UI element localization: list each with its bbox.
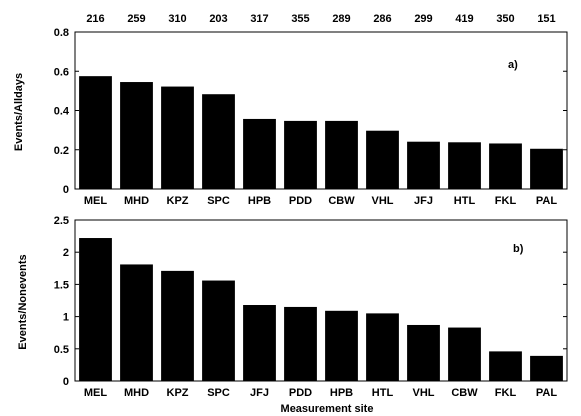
x-tick-label: FKL: [495, 195, 517, 207]
y-tick-label: 1.5: [54, 279, 69, 291]
top-count-label: 259: [127, 13, 145, 25]
top-count-label: 216: [86, 13, 104, 25]
y-tick-label: 0.4: [54, 106, 70, 118]
bar-jfj: [243, 305, 276, 381]
x-tick-label: MHD: [124, 195, 149, 207]
panel-label: a): [508, 59, 518, 71]
y-tick-label: 2: [63, 247, 69, 259]
bar-spc: [202, 280, 235, 381]
bar-kpz: [161, 86, 194, 189]
bar-htl: [366, 313, 399, 381]
x-tick-label: KPZ: [167, 195, 189, 207]
x-tick-label: PAL: [536, 387, 557, 399]
x-tick-label: CBW: [328, 195, 355, 207]
panel-label: b): [513, 243, 524, 255]
bar-mel: [79, 238, 112, 381]
top-count-label: 350: [496, 13, 514, 25]
x-tick-label: JFJ: [414, 195, 433, 207]
bar-htl: [448, 142, 481, 189]
bar-pal: [530, 148, 563, 189]
bar-hpb: [243, 118, 276, 189]
y-axis-title-b: Events/Nonevents: [17, 254, 29, 349]
bar-hpb: [325, 310, 358, 381]
bar-spc: [202, 94, 235, 189]
panel-b: 0 0.5 1 1.5 2 2.5 MEL MHD KPZ SPC JFJ PDD HPB HTL VHL C…: [54, 215, 568, 399]
x-tick-label: MEL: [84, 387, 108, 399]
y-axis-title-a: Events/Alldays: [13, 73, 25, 151]
bar-pal: [530, 355, 563, 381]
x-tick-label: PDD: [289, 195, 312, 207]
top-count-label: 289: [332, 13, 350, 25]
top-count-label: 419: [455, 13, 473, 25]
top-count-label: 286: [373, 13, 391, 25]
x-tick-label: MHD: [124, 387, 149, 399]
y-tick-label: 0.2: [54, 145, 69, 157]
top-count-label: 317: [250, 13, 268, 25]
y-tick-label: 0.8: [54, 27, 69, 39]
x-tick-label: FKL: [495, 387, 517, 399]
bar-pdd: [284, 120, 317, 189]
x-tick-label: VHL: [413, 387, 435, 399]
x-tick-label: HTL: [372, 387, 394, 399]
y-tick-label: 0: [63, 376, 69, 388]
bar-vhl: [366, 130, 399, 189]
x-tick-label: SPC: [207, 387, 230, 399]
y-tick-label: 2.5: [54, 215, 69, 227]
x-tick-label: SPC: [207, 195, 230, 207]
top-count-label: 203: [209, 13, 227, 25]
top-count-label: 299: [414, 13, 432, 25]
x-tick-label: CBW: [451, 387, 478, 399]
bar-mel: [79, 76, 112, 189]
bar-mhd: [120, 82, 153, 189]
y-tick-label: 0: [63, 184, 69, 196]
top-count-label: 151: [537, 13, 555, 25]
x-tick-label: KPZ: [167, 387, 189, 399]
x-tick-label: JFJ: [250, 387, 269, 399]
bar-fkl: [489, 351, 522, 381]
bar-cbw: [325, 120, 358, 189]
x-tick-label: HPB: [248, 195, 271, 207]
bar-pdd: [284, 306, 317, 381]
x-tick-label: PDD: [289, 387, 312, 399]
bar-fkl: [489, 143, 522, 189]
bar-jfj: [407, 141, 440, 189]
top-count-label: 355: [291, 13, 309, 25]
x-tick-label: HTL: [454, 195, 476, 207]
y-tick-label: 0.6: [54, 66, 69, 78]
bar-mhd: [120, 264, 153, 381]
y-tick-label: 1: [63, 312, 69, 324]
plot-frame: [74, 219, 568, 382]
panel-a: 0 0.2 0.4 0.6 0.8 MEL MHD KPZ SPC HPB PDD CBW VHL JFJ…: [54, 13, 568, 207]
bar-kpz: [161, 270, 194, 381]
bar-cbw: [448, 327, 481, 381]
x-axis-title: Measurement site: [281, 403, 374, 415]
x-tick-label: PAL: [536, 195, 557, 207]
x-tick-label: HPB: [330, 387, 353, 399]
top-count-label: 310: [168, 13, 186, 25]
x-tick-label: MEL: [84, 195, 108, 207]
y-tick-label: 0.5: [54, 344, 69, 356]
bar-vhl: [407, 324, 440, 381]
x-tick-label: VHL: [372, 195, 394, 207]
